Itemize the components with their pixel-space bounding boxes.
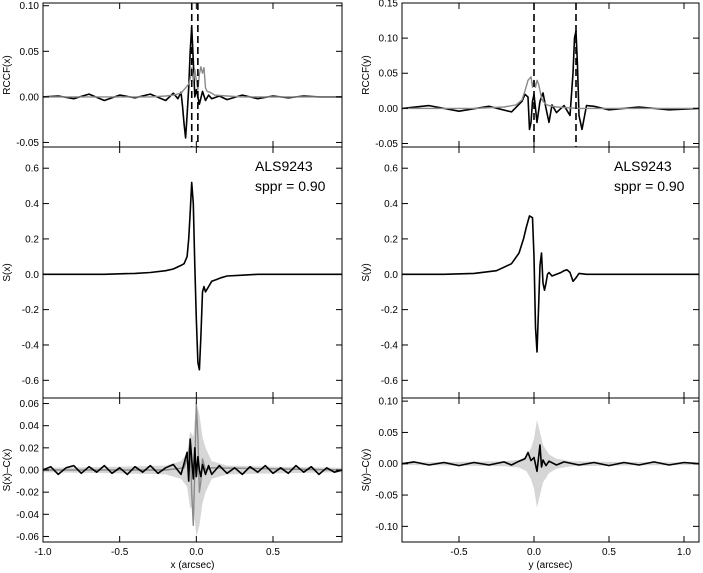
y-axis-label: RCCF(x) (2, 55, 13, 94)
x-tick-label: -0.5 (111, 547, 129, 558)
y-tick-label: 0.15 (379, 0, 399, 10)
annotation-text: ALS9243 (614, 158, 672, 174)
y-tick-label: 0.05 (379, 428, 399, 439)
y-tick-label: 0.05 (379, 69, 399, 80)
y-tick-label: 0.0 (384, 270, 398, 281)
y-tick-label: -0.02 (16, 488, 39, 499)
y-tick-label: 0.2 (384, 234, 398, 245)
annotation-text: sppr = 0.90 (614, 178, 685, 194)
y-tick-label: 0.10 (379, 397, 399, 408)
annotation-text: sppr = 0.90 (255, 178, 326, 194)
series-line-0 (402, 215, 699, 353)
y-tick-label: 0.10 (379, 34, 399, 45)
y-tick-label: 0.2 (25, 234, 39, 245)
y-axis-label: S(x) (2, 263, 13, 281)
annotation-text: ALS9243 (255, 158, 313, 174)
x-axis-label: x (arcsec) (171, 560, 215, 571)
y-tick-label: 0.00 (379, 459, 399, 470)
plot-area-3 (402, 30, 699, 131)
y-tick-label: 0.00 (379, 104, 399, 115)
series-line-1 (402, 76, 699, 110)
series-line-0 (43, 181, 342, 371)
x-tick-label: 0.5 (266, 547, 280, 558)
x-tick-label: 1.0 (677, 547, 691, 558)
y-tick-label: 0.6 (384, 164, 398, 175)
x-tick-label: 0.5 (602, 547, 616, 558)
y-tick-label: -0.06 (16, 532, 39, 543)
y-tick-label: 0.00 (20, 92, 40, 103)
y-axis-label: S(x)–C(x) (2, 449, 13, 492)
y-tick-label: 0.05 (20, 47, 40, 58)
y-tick-label: -0.4 (22, 340, 40, 351)
uncertainty-band (402, 419, 699, 508)
y-axis-label: RCCF(y) (361, 55, 372, 94)
y-axis-label: S(y)–C(y) (361, 449, 372, 492)
y-tick-label: -0.4 (381, 340, 399, 351)
y-tick-label: 0.4 (384, 199, 398, 210)
x-tick-label: 0.0 (189, 547, 203, 558)
plot-area-5 (402, 419, 699, 508)
plot-area-2 (43, 402, 342, 537)
plot-area-1 (43, 181, 342, 371)
y-tick-label: 0.4 (25, 199, 39, 210)
x-tick-label: -1.0 (34, 547, 52, 558)
series-line-0 (402, 30, 699, 131)
y-tick-label: 0.00 (20, 466, 40, 477)
y-tick-label: -0.6 (381, 376, 399, 387)
y-tick-label: -0.04 (16, 510, 39, 521)
plot-area-4 (402, 215, 699, 353)
y-tick-label: 0.10 (20, 1, 40, 12)
y-tick-label: 0.06 (20, 399, 40, 410)
y-tick-label: -0.05 (375, 139, 398, 150)
y-tick-label: 0.04 (20, 421, 40, 432)
y-tick-label: -0.05 (375, 491, 398, 502)
x-axis-label: y (arcsec) (529, 560, 573, 571)
y-tick-label: -0.10 (375, 522, 398, 533)
x-tick-label: -0.5 (450, 547, 468, 558)
series-line-0 (43, 402, 342, 527)
axes-frame-3 (401, 2, 700, 148)
y-tick-label: -0.2 (22, 305, 40, 316)
y-tick-label: -0.6 (22, 376, 40, 387)
axes-frame-5 (401, 397, 700, 543)
series-line-0 (402, 444, 699, 473)
y-tick-label: 0.6 (25, 164, 39, 175)
series-line-1 (43, 438, 342, 482)
x-tick-label: 0.0 (527, 547, 541, 558)
y-axis-label: S(y) (361, 263, 372, 281)
y-tick-label: -0.2 (381, 305, 399, 316)
y-tick-label: 0.02 (20, 443, 40, 454)
y-tick-label: -0.05 (16, 138, 39, 149)
y-tick-label: 0.0 (25, 270, 39, 281)
